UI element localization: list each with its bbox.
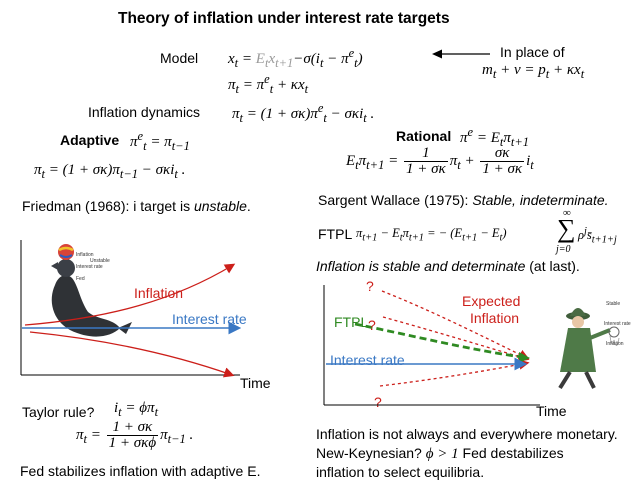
figure-label-stable: Stable (606, 301, 620, 307)
question-mark-top: ? (366, 278, 374, 294)
quantity-equation: mt + ν = pt + κxt (482, 62, 585, 81)
ftpl-sum-bottom: j=0 (556, 244, 571, 255)
model-equation-output: xt = Etxt+1−σ(it − πet) (228, 46, 363, 70)
left-interest-rate-label: Interest rate (172, 311, 247, 327)
model-equation-phillips: πt = πet + κxt (228, 72, 309, 96)
seal-label-unstable: Unstable (90, 258, 110, 264)
ftpl-equation: πt+1 − Etπt+1 = − (Et+1 − Et) (356, 226, 507, 244)
question-mark-bottom: ? (374, 394, 382, 410)
taylor-rule-equation: it = ϕπt (114, 400, 159, 419)
left-inflation-up-curve (24, 263, 236, 326)
seal-label-fed: Fed (76, 276, 85, 282)
ftpl-sum-sign: ∑ (557, 214, 576, 243)
conclusion-line-2: New-Keynesian? ϕ > 1 Fed destabilizes (316, 445, 564, 462)
expected-inflation-label-2: Inflation (470, 310, 520, 326)
ftpl-label: FTPL (318, 226, 353, 242)
right-expected-path-1 (381, 290, 530, 360)
inflation-dynamics-label: Inflation dynamics (88, 104, 201, 120)
right-interest-rate-label: Interest rate (330, 352, 405, 368)
left-inflation-label: Inflation (134, 285, 184, 301)
left-arrow-icon (432, 49, 490, 59)
ftpl-claim: Inflation is stable and determinate (at … (316, 258, 580, 274)
conclusion-line-3: inflation to select equilibria. (316, 464, 485, 480)
rational-label: Rational (396, 128, 452, 144)
inflation-dynamics-equation: πt = (1 + σκ)πet − σκit . (232, 101, 375, 125)
figure-label-interest: Interest rate (604, 321, 631, 327)
adaptive-dynamics-equation: πt = (1 + σκ)πt−1 − σκit . (34, 162, 186, 181)
ftpl-sum-top: ∞ (563, 207, 571, 219)
question-mark-middle: ? (368, 317, 376, 333)
sargent-wallace-statement: Sargent Wallace (1975): Stable, indeterm… (318, 192, 609, 208)
expected-inflation-label-1: Expected (462, 293, 521, 309)
taylor-dynamics-equation: πt = 1 + σκ 1 + σκϕ πt−1 . (76, 419, 194, 451)
friedman-statement: Friedman (1968): i target is unstable. (22, 198, 251, 214)
model-label: Model (160, 50, 199, 66)
left-time-label: Time (240, 375, 271, 391)
seal-label-inflation: Inflation (76, 252, 94, 258)
adaptive-label: Adaptive (60, 132, 120, 148)
left-inflation-down-curve (29, 331, 235, 378)
detective-figure-icon (558, 308, 620, 390)
fed-adaptive-statement: Fed stabilizes inflation with adaptive E… (20, 463, 261, 479)
right-expected-path-3 (379, 359, 530, 387)
adaptive-expectation-equation: πet = πt−1 (130, 129, 190, 153)
right-ftpl-label: FTPL (334, 314, 369, 330)
page-title: Theory of inflation under interest rate … (118, 10, 450, 27)
in-place-of-label: In place of (500, 44, 565, 60)
figure-label-inflation: Inflation (606, 341, 624, 347)
seal-label-interest: Interest rate (76, 264, 103, 270)
right-time-label: Time (536, 403, 567, 419)
rational-expectation-equation: πe = Etπt+1 (460, 125, 530, 149)
ftpl-sum-term: ρjs̄t+1+j (578, 226, 617, 246)
conclusion-line-1: Inflation is not always and everywhere m… (316, 426, 618, 442)
seal-icon (51, 244, 132, 337)
taylor-rule-label: Taylor rule? (22, 404, 95, 420)
